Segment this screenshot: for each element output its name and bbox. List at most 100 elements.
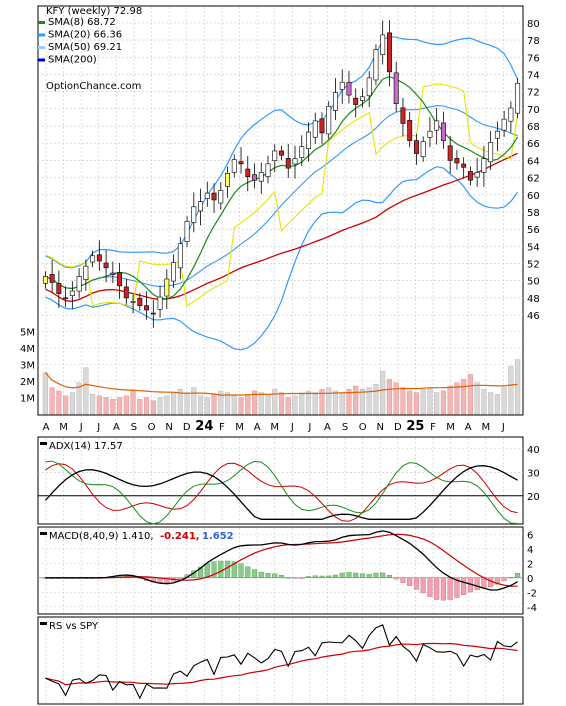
macd-histogram-bar: [265, 573, 271, 578]
x-tick-label: J: [290, 422, 294, 433]
volume-bar: [164, 395, 170, 415]
y-tick-label: 46: [527, 311, 540, 322]
x-tick-label: M: [481, 422, 490, 433]
macd-signal-line: [45, 533, 518, 587]
volume-bar: [440, 390, 446, 415]
volume-bar: [305, 390, 312, 415]
candle-body: [130, 301, 136, 303]
candle-body: [164, 278, 170, 297]
macd-histogram-bar: [353, 572, 359, 578]
volume-bar: [137, 398, 143, 415]
volume-bar: [353, 385, 359, 415]
candle-body: [63, 297, 69, 300]
y-tick-label: 80: [527, 19, 540, 30]
y-tick-label: 56: [527, 225, 540, 236]
candle-body: [326, 105, 332, 135]
volume-bar: [332, 390, 339, 415]
candle-body: [245, 168, 251, 178]
y-tick-label: 78: [527, 36, 540, 47]
candle-body: [238, 161, 244, 165]
rs-panel: [37, 616, 524, 705]
volume-bar: [407, 390, 413, 415]
macd-histogram-bar: [454, 577, 460, 598]
x-tick-label: J: [96, 422, 100, 433]
rs-title: RS vs SPY: [49, 621, 99, 632]
candle-body: [279, 150, 284, 156]
x-tick-label: 25: [406, 419, 424, 434]
macd-histogram-bar: [224, 560, 231, 578]
candle-body: [494, 130, 500, 139]
macd-histogram-bar: [515, 573, 521, 578]
x-tick-label: A: [324, 422, 331, 433]
candle-body: [319, 118, 325, 134]
macd-histogram-bar: [413, 577, 419, 590]
legend-label: SMA(200): [48, 55, 97, 66]
volume-bar: [420, 389, 426, 415]
macd-y-tick-label: -2: [527, 588, 537, 599]
candle-body: [292, 158, 298, 165]
x-tick-label: 24: [195, 419, 213, 434]
macd-histogram-bar: [177, 577, 183, 579]
volume-tick-label: 3M: [20, 361, 35, 372]
candle-body: [56, 283, 62, 294]
volume-tick-label: 1M: [20, 394, 35, 405]
candle-body: [157, 296, 163, 310]
volume-bar: [474, 382, 480, 415]
macd-histogram-bar: [326, 575, 332, 578]
macd-histogram-bar: [272, 573, 278, 578]
adx-plus-di-line: [45, 460, 518, 525]
candle-body: [434, 120, 440, 131]
macd-title: MACD(8,40,9) 1.410,: [49, 531, 154, 542]
macd-histogram-bar: [359, 573, 366, 578]
volume-bar: [224, 392, 231, 415]
macd-histogram-bar: [373, 572, 379, 578]
macd-histogram-bar: [380, 572, 386, 578]
candle-body: [83, 265, 89, 280]
candle-body: [69, 290, 75, 296]
y-tick-label: 52: [527, 260, 540, 271]
x-tick-label: J: [307, 422, 311, 433]
macd-histogram-bar: [197, 566, 204, 578]
candle-body: [252, 174, 257, 181]
candle-body: [117, 272, 123, 287]
volume-bar: [272, 389, 278, 415]
candle-body: [204, 192, 210, 199]
macd-y-tick-label: 4: [527, 545, 533, 556]
x-tick-label: M: [235, 422, 244, 433]
volume-bar: [130, 390, 136, 415]
volume-bar: [454, 382, 460, 415]
volume-bar: [56, 390, 62, 415]
volume-bar: [76, 382, 82, 415]
x-tick-label: D: [183, 422, 191, 433]
candle-body: [420, 141, 426, 157]
volume-bar: [373, 384, 379, 415]
volume-bar: [447, 385, 453, 415]
candle-body: [299, 146, 305, 158]
volume-bar: [494, 394, 500, 415]
macd-histogram-bar: [339, 572, 345, 578]
volume-bar: [83, 367, 89, 415]
volume-average-line: [44, 372, 518, 396]
volume-bar: [488, 392, 494, 415]
macd-histogram-bar: [204, 563, 210, 578]
envelope-line: [45, 83, 519, 308]
y-tick-label: 50: [527, 277, 540, 288]
volume-bar: [123, 395, 129, 415]
volume-bar: [285, 397, 291, 415]
x-tick-label: N: [165, 422, 172, 433]
legend-label: SMA(20) 66.36: [48, 30, 122, 41]
volume-bar: [319, 389, 325, 415]
candle-body: [49, 274, 55, 283]
y-tick-label: 74: [527, 70, 540, 81]
volume-bar: [204, 397, 210, 415]
y-tick-label: 64: [527, 156, 540, 167]
candle-body: [184, 221, 190, 243]
volume-bar: [157, 397, 163, 415]
candle-body: [481, 158, 487, 173]
candle-body: [333, 92, 338, 111]
legend-label: SMA(50) 69.21: [48, 42, 122, 53]
x-tick-label: A: [43, 422, 50, 433]
macd-histogram-bar: [346, 572, 352, 578]
volume-bar: [177, 389, 183, 415]
price-panel: [37, 5, 524, 416]
